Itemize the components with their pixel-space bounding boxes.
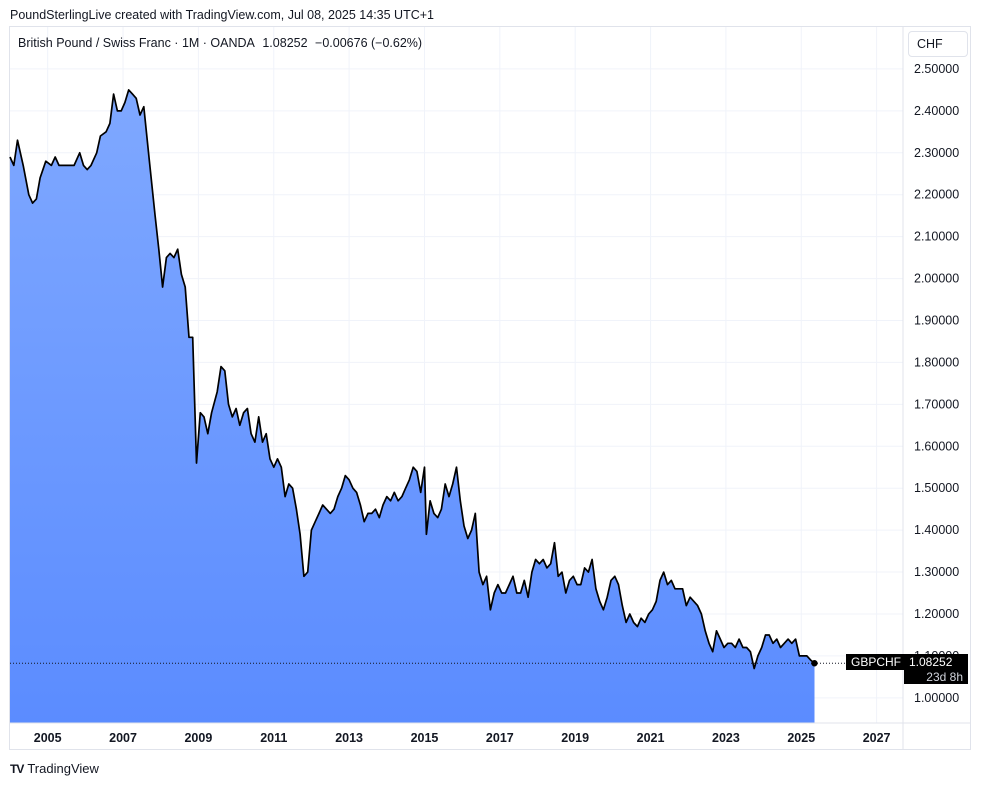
price-change-value: −0.00676 (−0.62%) (315, 36, 423, 50)
symbol-legend[interactable]: British Pound / Swiss Franc · 1M · OANDA… (18, 36, 426, 50)
symbol-description: British Pound / Swiss Franc · 1M · OANDA (18, 36, 255, 50)
time-tick-label: 2017 (486, 731, 514, 745)
symbol-price-tag: GBPCHF (846, 654, 907, 670)
price-tick-label: 1.40000 (914, 523, 959, 537)
time-tick-label: 2023 (712, 731, 740, 745)
price-line (9, 89, 816, 670)
price-tick-label: 1.50000 (914, 481, 959, 495)
chart-frame (9, 26, 971, 750)
time-tick-label: 2011 (260, 731, 287, 745)
price-tick-label: 2.00000 (914, 272, 959, 286)
time-tick-label: 2005 (34, 731, 62, 745)
time-tick-label: 2015 (411, 731, 439, 745)
last-price-dot (811, 660, 818, 667)
time-tick-label: 2027 (863, 731, 891, 745)
last-price-value: 1.08252 (262, 36, 308, 50)
time-tick-label: 2013 (335, 731, 363, 745)
price-tick-label: 2.40000 (914, 104, 959, 118)
price-tick-label: 1.20000 (914, 607, 959, 621)
currency-button[interactable]: CHF (908, 31, 968, 57)
tradingview-logo-icon: TV (10, 761, 24, 776)
price-area-fill (10, 89, 815, 723)
price-tick-label: 2.20000 (914, 188, 959, 202)
time-tick-label: 2021 (637, 731, 665, 745)
price-tick-label: 1.90000 (914, 313, 959, 327)
price-tick-label: 2.50000 (914, 62, 959, 76)
price-tick-label: 1.80000 (914, 355, 959, 369)
last-price-tag: 1.08252 23d 8h (904, 654, 968, 684)
time-tick-label: 2025 (787, 731, 815, 745)
time-tick-label: 2019 (561, 731, 589, 745)
price-axis[interactable]: 1.000001.100001.200001.300001.400001.500… (914, 62, 959, 705)
tradingview-logo-text: TradingView (27, 761, 99, 776)
attribution-text: PoundSterlingLive created with TradingVi… (10, 8, 434, 22)
price-tick-label: 1.00000 (914, 691, 959, 705)
time-tick-label: 2007 (109, 731, 137, 745)
tradingview-logo[interactable]: TV TradingView (10, 761, 99, 776)
price-tick-label: 1.30000 (914, 565, 959, 579)
time-axis[interactable]: 2005 2007 2009 2011 2013 2015 2017 2019 2021 2023… (34, 731, 891, 745)
time-tick-label: 2009 (184, 731, 212, 745)
price-tick-label: 2.10000 (914, 230, 959, 244)
last-price-tag-value: 1.08252 (909, 655, 953, 669)
bar-countdown: 23d 8h (926, 670, 963, 684)
price-tick-label: 1.70000 (914, 397, 959, 411)
price-tick-label: 1.60000 (914, 439, 959, 453)
price-tick-label: 2.30000 (914, 146, 959, 160)
